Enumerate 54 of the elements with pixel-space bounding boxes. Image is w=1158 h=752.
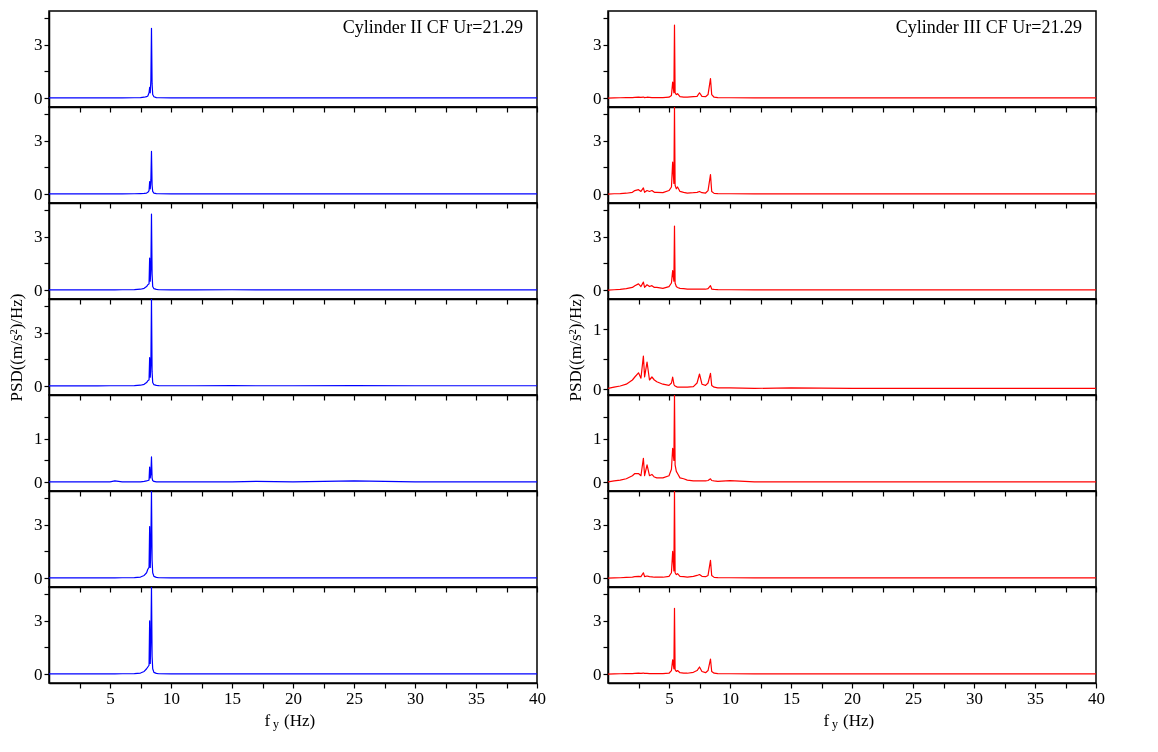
x-tick-label: 15 [783,688,800,708]
y-tick-label: 0 [34,88,43,108]
y-tick-label: 3 [34,323,43,343]
y-tick-label: 3 [593,35,602,55]
x-tick-label: 5 [106,688,115,708]
x-tick-label: 5 [665,688,674,708]
y-tick-label: 0 [593,568,602,588]
annotation: Cylinder II CF Ur=21.29 [342,17,523,37]
line-series [608,355,1096,389]
y-tick-label: 3 [593,611,602,631]
x-tick-label: 25 [346,688,363,708]
y-tick-label: 0 [34,184,43,204]
y-tick-label: 0 [593,280,602,300]
y-tick-label: 3 [593,515,602,535]
y-tick-label: 0 [593,379,602,399]
line-series [608,225,1096,291]
line-series [49,150,537,195]
y-tick-label: 0 [34,664,43,684]
x-tick-label: 15 [224,688,241,708]
y-tick-label: 3 [593,227,602,247]
y-tick-label: 0 [34,568,43,588]
y-tick-label: 1 [34,429,43,449]
y-axis-title: PSD((m/s²)/Hz) [7,293,26,402]
y-tick-label: 0 [34,376,43,396]
x-tick-label: 35 [1027,688,1044,708]
x-tick-label: 40 [1088,688,1105,708]
y-tick-label: 0 [593,664,602,684]
x-tick-label: 10 [722,688,739,708]
x-tick-label: 25 [905,688,922,708]
annotation: Cylinder III CF Ur=21.29 [895,17,1082,37]
y-tick-label: 0 [593,184,602,204]
y-tick-label: 3 [34,611,43,631]
x-tick-label: 30 [407,688,424,708]
y-tick-label: 3 [34,35,43,55]
y-tick-label: 3 [34,227,43,247]
y-tick-label: 1 [593,319,602,339]
y-tick-label: 3 [593,131,602,151]
x-tick-label: 20 [285,688,302,708]
y-tick-label: 0 [34,472,43,492]
x-tick-label: 40 [529,688,546,708]
y-tick-label: 0 [593,472,602,492]
y-tick-label: 0 [34,280,43,300]
y-tick-label: 0 [593,88,602,108]
line-series [608,607,1096,675]
y-tick-label: 1 [593,429,602,449]
x-tick-label: 20 [844,688,861,708]
x-tick-label: 35 [468,688,485,708]
y-tick-label: 3 [34,131,43,151]
x-tick-label: 30 [966,688,983,708]
line-series [49,213,537,291]
line-series [49,456,537,483]
y-axis-title: PSD((m/s²)/Hz) [566,293,585,402]
y-tick-label: 3 [34,515,43,535]
x-tick-label: 10 [163,688,180,708]
